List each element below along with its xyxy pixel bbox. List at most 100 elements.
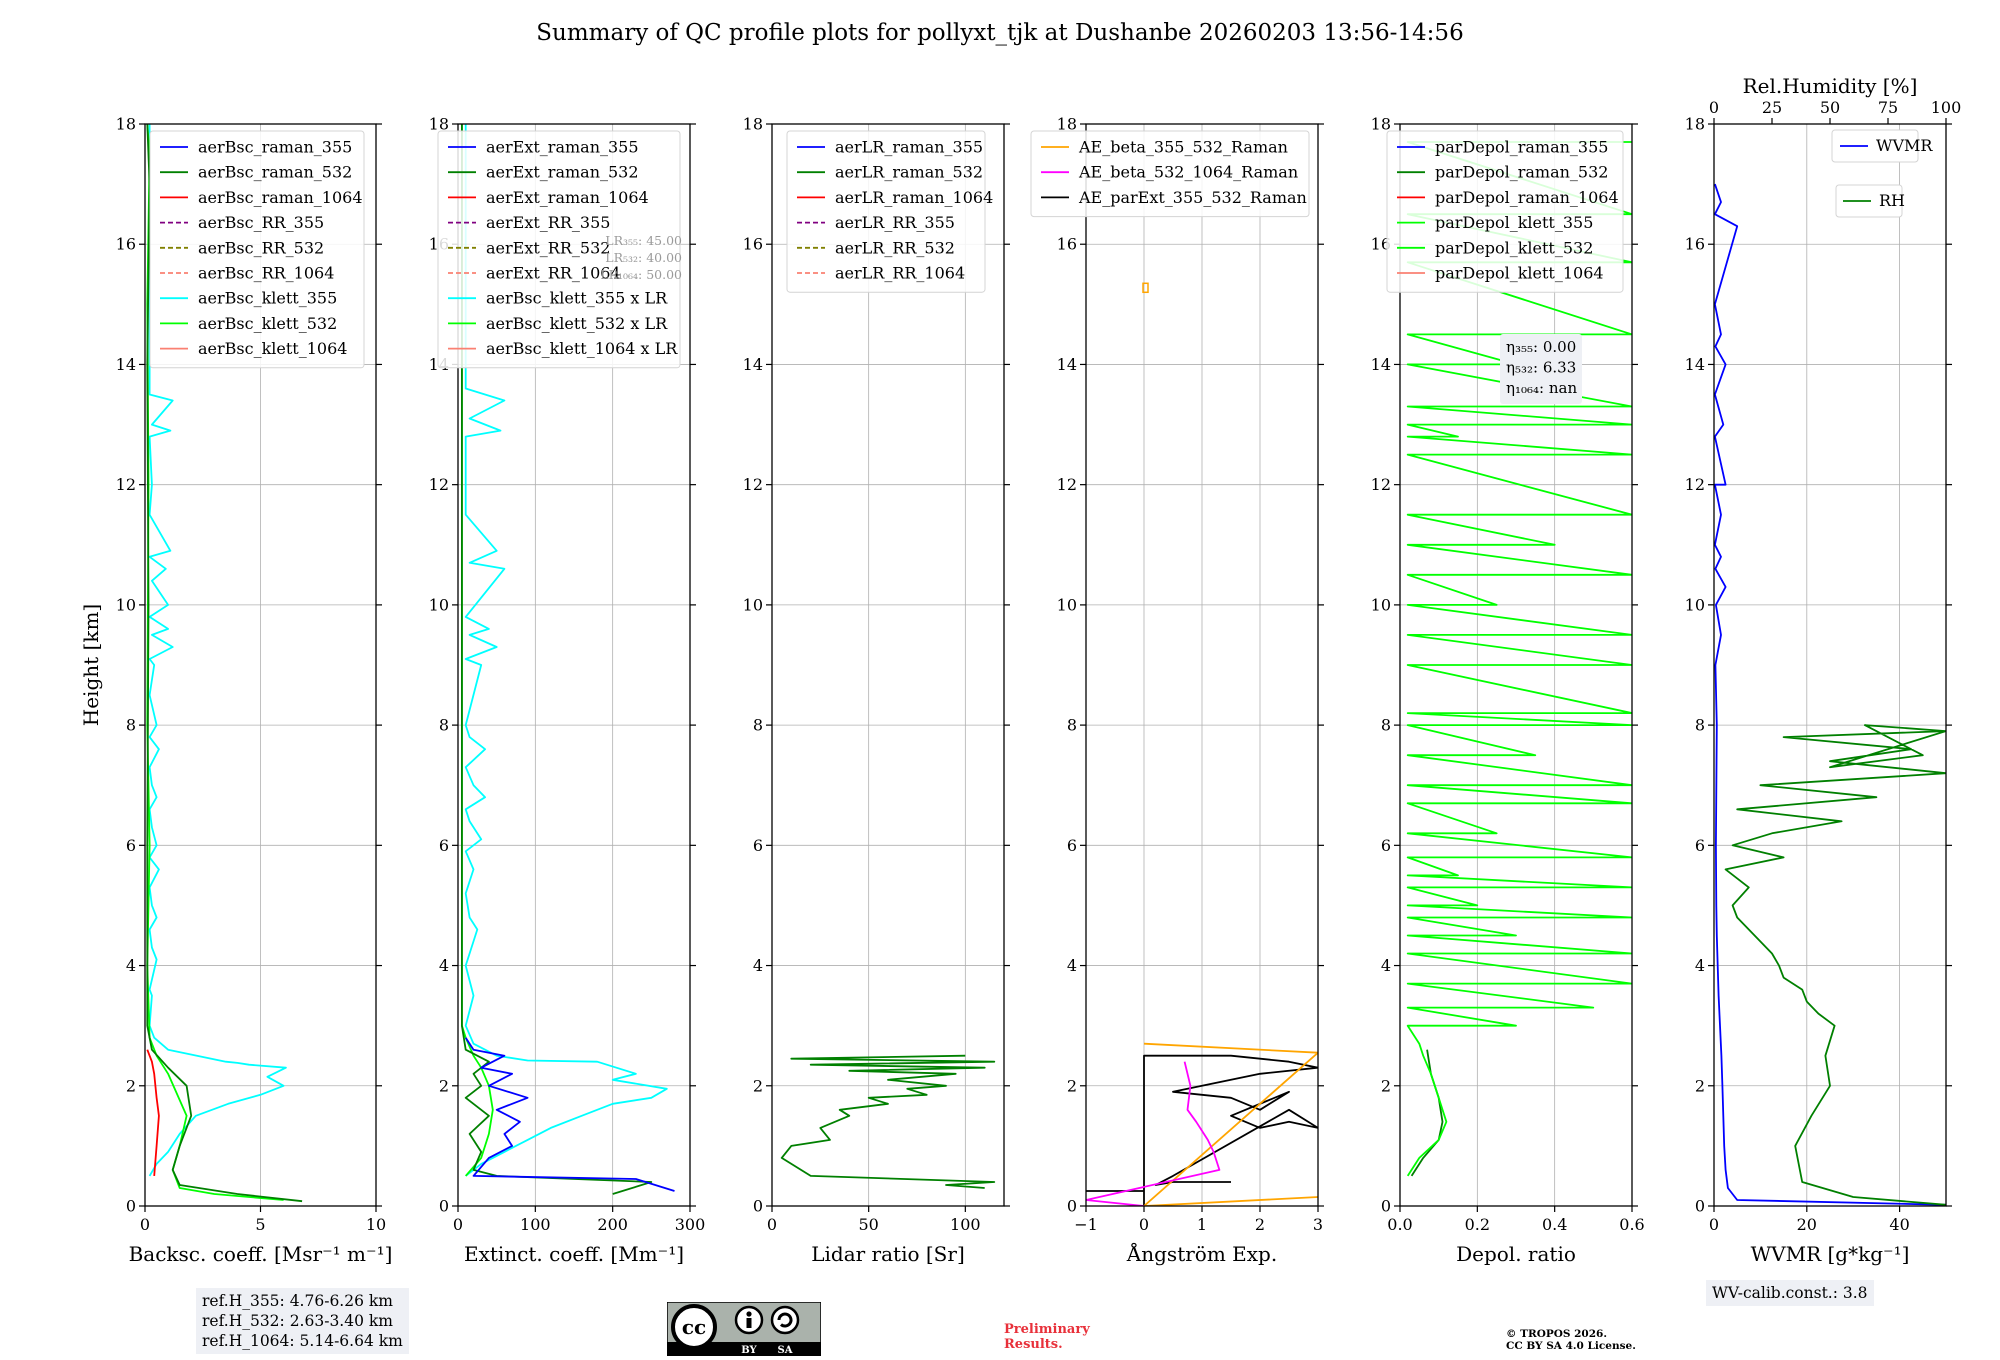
- series-parDepol_raman_532: [1410, 1049, 1444, 1177]
- series-RH: [1724, 724, 1946, 1206]
- series-AE_beta_355_532_Raman: [1143, 1042, 1318, 1206]
- y-tick-label: 4: [439, 956, 449, 975]
- legend-label: aerExt_RR_532: [486, 238, 610, 257]
- lr-annotation: LR₃₅₅: 45.00 LR₅₃₂: 40.00 LR₁₀₆₄: 50.00: [600, 233, 682, 282]
- x-tick-label: 40: [1889, 1215, 1909, 1234]
- y-tick-label: 14: [1057, 355, 1077, 374]
- wv-calib-constant: WV-calib.const.: 3.8: [1712, 1284, 1868, 1302]
- y-tick-label: 16: [1685, 235, 1705, 254]
- eta-annotation-line: η₁₀₆₄: nan: [1506, 379, 1577, 397]
- x-tick-label: 0.0: [1387, 1215, 1412, 1234]
- y-tick-label: 0: [126, 1197, 136, 1216]
- x-tick-label: 50: [858, 1215, 878, 1234]
- series-aerBsc_klett_355: [148, 124, 287, 1177]
- legend-label: aerBsc_klett_532: [198, 314, 337, 333]
- legend-label: aerBsc_klett_355 x LR: [486, 289, 668, 308]
- x-tick-label: 20: [1797, 1215, 1817, 1234]
- figure-title: Summary of QC profile plots for pollyxt_…: [536, 20, 1464, 46]
- legend-box: [437, 130, 681, 369]
- license-line-1: © TROPOS 2026.: [1506, 1328, 1608, 1340]
- x-axis-label: Extinct. coeff. [Mm⁻¹]: [464, 1242, 684, 1266]
- y-tick-label: 8: [1381, 716, 1391, 735]
- legend-label: aerLR_raman_1064: [835, 188, 993, 207]
- y-tick-label: 10: [1371, 595, 1391, 614]
- lr-annotation-line: LR₃₅₅: 45.00: [605, 233, 682, 248]
- eta-annotation-line: η₃₅₅: 0.00: [1506, 338, 1576, 356]
- y-tick-label: 18: [1057, 115, 1077, 134]
- legend-box: [786, 130, 986, 293]
- legend-label: aerBsc_RR_355: [198, 213, 324, 232]
- y-tick-label: 10: [1057, 595, 1077, 614]
- cc-icon: [671, 1304, 717, 1350]
- legend-label: aerBsc_raman_532: [198, 163, 352, 182]
- series-WVMR: [1714, 183, 1946, 1206]
- y-tick-label: 18: [1685, 115, 1705, 134]
- cc-by-sa-badge: cc BY SA: [667, 1302, 821, 1356]
- series-aerBsc_klett_532 x LR: [460, 124, 494, 1177]
- x-axis-label: WVMR [g*kg⁻¹]: [1751, 1242, 1910, 1266]
- series-group: [1406, 141, 1632, 1177]
- legend-label: parDepol_raman_1064: [1435, 188, 1619, 207]
- legend-rh: RH: [1835, 184, 1905, 218]
- eta-annotation-line: η₅₃₂: 6.33: [1506, 359, 1576, 377]
- series-aerExt_raman_355: [464, 1037, 675, 1192]
- axes-frame: [457, 123, 691, 1207]
- license-note: © TROPOS 2026. CC BY SA 4.0 License.: [1506, 1328, 1636, 1352]
- y-tick-label: 10: [1685, 595, 1705, 614]
- y-tick-label: 4: [126, 956, 136, 975]
- legend-label: aerExt_RR_355: [486, 213, 610, 232]
- y-tick-label: 16: [1371, 235, 1391, 254]
- top-x-tick-label: 25: [1762, 98, 1782, 117]
- x-tick-label: 0: [767, 1215, 777, 1234]
- x-tick-label: 2: [1255, 1215, 1265, 1234]
- legend-box: [1030, 130, 1310, 218]
- legend-box: [1831, 129, 1919, 163]
- y-tick-label: 8: [1695, 716, 1705, 735]
- cc-text: cc: [682, 1315, 706, 1339]
- x-tick-label: 1: [1197, 1215, 1207, 1234]
- series-aerBsc_klett_355 x LR: [464, 124, 668, 1177]
- y-tick-label: 12: [116, 475, 136, 494]
- y-tick-label: 12: [1685, 475, 1705, 494]
- ref-height-1064: ref.H_1064: 5.14-6.64 km: [202, 1332, 403, 1350]
- legend-label: parDepol_klett_532: [1435, 238, 1593, 257]
- axes-frame: [771, 123, 1005, 1207]
- legend-box: [149, 130, 365, 369]
- y-tick-label: 8: [439, 716, 449, 735]
- x-tick-label: 10: [366, 1215, 386, 1234]
- wv-calibration-box: WV-calib.const.: 3.8: [1706, 1280, 1874, 1306]
- y-tick-label: 18: [429, 115, 449, 134]
- reference-height-box: ref.H_355: 4.76-6.26 km ref.H_532: 2.63-…: [196, 1288, 409, 1354]
- legend-label: aerExt_raman_532: [486, 163, 639, 182]
- legend: aerLR_raman_355 aerLR_raman_532 aerLR_rama…: [786, 130, 993, 293]
- legend-label: AE_beta_355_532_Raman: [1078, 138, 1288, 157]
- x-axis-label: Ångström Exp.: [1126, 1241, 1277, 1266]
- series-aerBsc_raman_1064: [146, 1049, 160, 1176]
- legend-label: aerBsc_RR_1064: [198, 264, 334, 283]
- x-tick-label: 100: [950, 1215, 981, 1234]
- legend-wvmr: WVMR: [1831, 129, 1933, 163]
- y-tick-label: 2: [126, 1076, 136, 1095]
- share-alike-icon: [770, 1305, 800, 1335]
- legend-label: aerLR_raman_532: [835, 163, 983, 182]
- series-aerBsc_raman_532: [146, 124, 303, 1203]
- top-x-tick-label: 75: [1878, 98, 1898, 117]
- preliminary-line-2: Results.: [1004, 1337, 1063, 1352]
- x-axis-label: Backsc. coeff. [Msr⁻¹ m⁻¹]: [129, 1242, 393, 1266]
- legend-label: aerBsc_RR_532: [198, 238, 324, 257]
- y-tick-label: 16: [743, 235, 763, 254]
- legend: aerBsc_raman_355 aerBsc_raman_532 aerBsc_r…: [149, 130, 365, 369]
- y-tick-label: 6: [1381, 836, 1391, 855]
- y-tick-label: 0: [753, 1197, 763, 1216]
- y-tick-label: 14: [1685, 355, 1705, 374]
- legend-label: aerBsc_raman_1064: [198, 188, 363, 207]
- y-tick-label: 0: [439, 1197, 449, 1216]
- preliminary-note: Preliminary Results.: [1004, 1322, 1090, 1352]
- legend-label: AE_beta_532_1064_Raman: [1078, 163, 1298, 182]
- y-tick-label: 12: [743, 475, 763, 494]
- legend-box: [1386, 130, 1624, 293]
- y-tick-label: 4: [1067, 956, 1077, 975]
- series-AE_beta_532_1064_Raman: [1086, 1061, 1221, 1206]
